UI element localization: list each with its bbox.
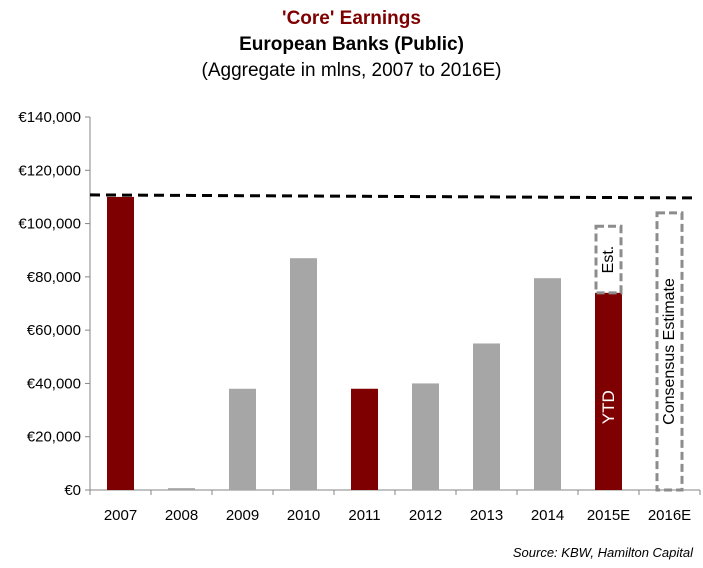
x-tick-label: 2016E <box>648 507 691 524</box>
bar-2007 <box>107 196 134 490</box>
estimate-box <box>655 211 684 492</box>
y-tick-label: €0 <box>64 482 81 499</box>
reference-line <box>89 193 695 200</box>
bar-2015E <box>595 292 622 490</box>
x-tick-label: 2011 <box>348 507 380 524</box>
y-tick-label: €40,000 <box>27 375 81 392</box>
x-tick-label: 2012 <box>409 507 442 524</box>
estimate-box <box>594 224 623 295</box>
source-note: Source: KBW, Hamilton Capital <box>512 545 693 560</box>
y-tick-label: €120,000 <box>18 162 81 179</box>
x-tick-label: 2014 <box>531 507 564 524</box>
y-tick-label: €140,000 <box>18 109 81 126</box>
y-tick-label: €20,000 <box>27 429 81 446</box>
x-tick-label: 2015E <box>587 507 630 524</box>
chart-subtitle: European Banks (Public) <box>239 34 464 55</box>
estimate-label: Consensus Estimate <box>661 278 678 425</box>
chart-title: 'Core' Earnings <box>282 8 421 29</box>
bar-2009 <box>229 388 256 490</box>
bar-annotation: YTD <box>599 390 618 424</box>
y-tick-label: €100,000 <box>18 216 81 233</box>
estimate-label: Est. <box>600 246 617 274</box>
x-tick-label: 2007 <box>104 507 137 524</box>
x-tick-label: 2010 <box>287 507 320 524</box>
bar-2010 <box>290 258 317 490</box>
bar-2011 <box>351 388 378 490</box>
y-tick-label: €60,000 <box>27 322 81 339</box>
x-tick-label: 2008 <box>165 507 198 524</box>
x-tick-label: 2013 <box>470 507 503 524</box>
chart-subtitle-2: (Aggregate in mlns, 2007 to 2016E) <box>201 60 502 81</box>
x-tick-label: 2009 <box>226 507 259 524</box>
y-tick-label: €80,000 <box>27 269 81 286</box>
bar-2008 <box>168 488 195 490</box>
bar-2012 <box>412 383 439 490</box>
bar-2013 <box>473 343 500 490</box>
bar-2014 <box>534 278 561 490</box>
chart-titles: 'Core' Earnings European Banks (Public) … <box>0 6 703 84</box>
